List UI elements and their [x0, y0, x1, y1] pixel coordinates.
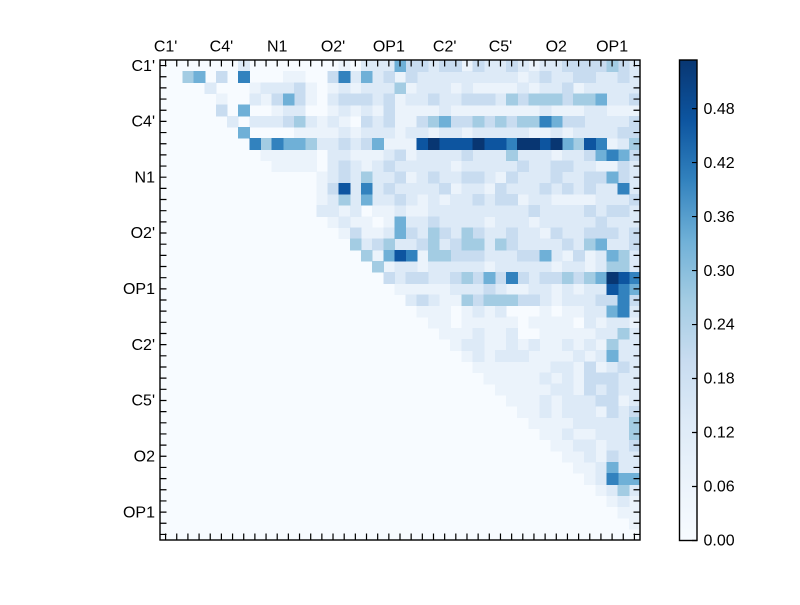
- svg-text:C1': C1': [154, 39, 178, 56]
- svg-text:C5': C5': [131, 393, 155, 410]
- svg-text:0.00: 0.00: [704, 533, 735, 550]
- svg-text:C1': C1': [131, 58, 155, 75]
- svg-text:O2': O2': [321, 39, 345, 56]
- svg-text:0.48: 0.48: [704, 101, 735, 118]
- svg-text:O2: O2: [546, 39, 567, 56]
- svg-text:0.12: 0.12: [704, 425, 735, 442]
- svg-text:C4': C4': [131, 114, 155, 131]
- svg-text:N1: N1: [135, 169, 156, 186]
- svg-text:OP1: OP1: [123, 504, 155, 521]
- svg-text:OP1: OP1: [373, 39, 405, 56]
- svg-text:0.24: 0.24: [704, 317, 735, 334]
- svg-text:0.42: 0.42: [704, 155, 735, 172]
- svg-text:0.18: 0.18: [704, 371, 735, 388]
- svg-text:0.30: 0.30: [704, 263, 735, 280]
- svg-text:O2': O2': [131, 225, 155, 242]
- svg-text:C5': C5': [489, 39, 513, 56]
- svg-text:C4': C4': [210, 39, 234, 56]
- svg-text:C2': C2': [131, 337, 155, 354]
- svg-text:OP1: OP1: [123, 281, 155, 298]
- svg-text:O2: O2: [134, 448, 155, 465]
- svg-text:N1: N1: [267, 39, 288, 56]
- svg-text:C2': C2': [433, 39, 457, 56]
- svg-text:OP1: OP1: [596, 39, 628, 56]
- svg-text:0.06: 0.06: [704, 479, 735, 496]
- svg-text:0.36: 0.36: [704, 209, 735, 226]
